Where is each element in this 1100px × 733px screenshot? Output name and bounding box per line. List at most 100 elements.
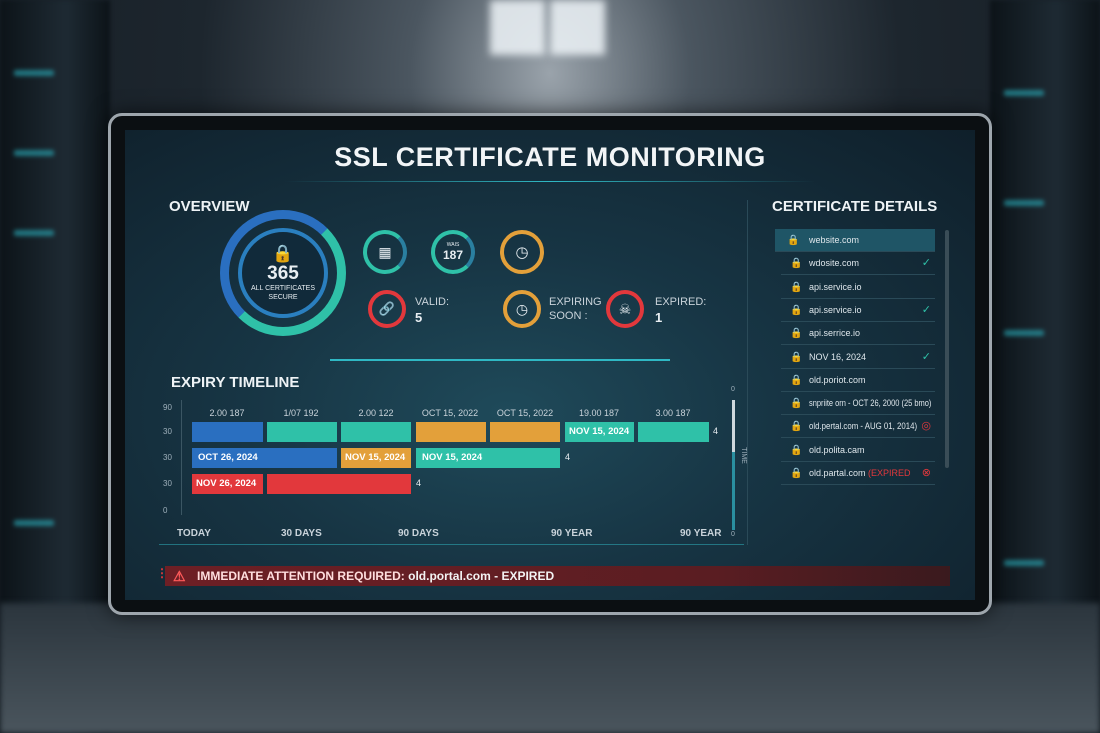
certificate-text: old.partal.com (EXPIRED <box>809 462 911 484</box>
lock-icon: 🔒 <box>272 244 294 263</box>
y-axis <box>181 400 182 515</box>
lock-icon: 🔒 <box>790 328 803 340</box>
certificate-text: NOV 16, 2024 <box>809 346 867 368</box>
timeline-heading: EXPIRY TIMELINE <box>171 374 300 391</box>
certificate-name: old.poriot.com <box>809 374 866 385</box>
bar-label: OCT 26, 2024 <box>198 452 258 463</box>
column-label: 3.00 187 <box>655 408 691 418</box>
certificate-name: snpriite orn - OCT 26, 2000 (25 bmo) <box>809 398 932 409</box>
time-axis-label: TIME <box>739 447 747 464</box>
alert-banner[interactable]: ⚠ IMMEDIATE ATTENTION REQUIRED: old.port… <box>165 566 950 586</box>
x-label: 90 YEAR <box>551 528 593 539</box>
expired-stat-ring: ☠ <box>606 290 644 328</box>
timeline-bar[interactable] <box>267 422 337 442</box>
calendar-stat: ▦ <box>363 230 407 274</box>
y-tick: 0 <box>163 506 168 515</box>
ceiling-light <box>490 0 545 55</box>
clock-icon: ◷ <box>515 300 529 317</box>
row-end-label: 4 <box>416 478 422 488</box>
certificate-name: old.pertal.com - AUG 01, 2014) <box>809 421 918 432</box>
expired-tag: (EXPIRED <box>868 468 911 478</box>
column-label: 19.00 187 <box>578 408 620 418</box>
certificate-row[interactable]: 🔒 wdosite.com ✓ <box>781 252 935 276</box>
badge-stat: WAIS 187 <box>431 230 475 274</box>
check-icon: ✓ <box>921 257 931 270</box>
lock-icon: 🔒 <box>790 398 803 410</box>
lock-icon: 🔒 <box>790 468 803 479</box>
valid-label: VALID: <box>415 296 450 308</box>
details-scrollbar[interactable] <box>945 230 949 468</box>
clock-icon: ◷ <box>515 244 529 261</box>
expiring-label: EXPIRING <box>549 296 602 308</box>
certificate-name: NOV 16, 2024 <box>809 351 867 362</box>
timeline-bar[interactable]: NOV 15, 2024 <box>565 422 634 442</box>
timeline-bar[interactable] <box>638 422 709 442</box>
valid-value: 5 <box>415 310 423 325</box>
certificate-text: website.com <box>809 229 859 251</box>
bar-label: NOV 15, 2024 <box>569 426 630 437</box>
certificate-row[interactable]: 🔒 api.serrice.io <box>781 322 935 346</box>
certificate-row[interactable]: 🔒 api.service.io ✓ <box>781 299 935 322</box>
x-label: 90 DAYS <box>398 528 439 539</box>
certificate-row[interactable]: 🔒 snpriite orn - OCT 26, 2000 (25 bmo) <box>781 392 935 416</box>
floor <box>0 603 1100 733</box>
bar-label: NOV 15, 2024 <box>422 452 483 463</box>
certificate-row[interactable]: 🔒 website.com <box>775 229 935 252</box>
timeline-bar[interactable]: NOV 26, 2024 <box>192 474 263 494</box>
timeline-bar[interactable] <box>192 422 263 442</box>
badge-label: WAIS <box>446 242 460 248</box>
x-label: 90 YEAR <box>680 528 722 539</box>
certificate-text: old.polita.cam <box>809 439 865 461</box>
total-certs-label: ALL CERTIFICATES <box>250 285 316 292</box>
expiring-stat-ring: ◷ <box>503 290 541 328</box>
lock-icon: 🔒 <box>790 281 803 293</box>
certificate-row[interactable]: 🔒 api.service.io <box>781 276 935 299</box>
total-certs-sublabel: SECURE <box>268 294 298 301</box>
certificate-row[interactable]: 🔒 old.partal.com (EXPIRED ⊗ <box>781 462 935 485</box>
row-end-label: 4 <box>565 452 571 462</box>
timeline-bar[interactable]: NOV 15, 2024 <box>416 448 560 468</box>
target-warning-icon: ◎ <box>921 420 931 433</box>
timeline-bar[interactable]: OCT 26, 2024 <box>192 448 337 468</box>
expiring-label-2: SOON : <box>549 310 588 322</box>
certificate-text: api.service.io <box>809 276 862 298</box>
scale-bottom: 0 <box>731 531 735 538</box>
certificate-row[interactable]: 🔒 old.pertal.com - AUG 01, 2014) ◎ <box>781 415 935 439</box>
column-label: 1/07 192 <box>283 408 319 418</box>
x-label: 30 DAYS <box>281 528 322 539</box>
timeline-bar[interactable] <box>490 422 560 442</box>
certificate-name: old.partal.com <box>809 468 866 478</box>
timeline-bar[interactable]: NOV 15, 2024 <box>341 448 411 468</box>
main-gauge: 🔒 365 ALL CERTIFICATES SECURE <box>220 210 346 336</box>
lock-icon: 🔒 <box>787 235 800 246</box>
certificate-text: old.poriot.com <box>809 369 866 391</box>
certificate-row[interactable]: 🔒 old.poriot.com <box>781 369 935 392</box>
timeline-scrollbar[interactable] <box>732 400 735 530</box>
timeline-bar[interactable] <box>416 422 486 442</box>
timeline-bar[interactable] <box>341 422 411 442</box>
certificate-row[interactable]: 🔒 old.polita.cam <box>781 439 935 462</box>
warning-icon: ⚠ <box>173 568 186 584</box>
certificate-name: api.service.io <box>809 281 862 292</box>
scale-top: 0 <box>731 386 735 393</box>
check-icon: ✓ <box>921 303 931 316</box>
certificate-name: api.service.io <box>809 304 862 315</box>
overview-heading: OVERVIEW <box>169 198 250 215</box>
certificate-name: api.serrice.io <box>809 328 861 339</box>
lock-icon: 🔒 <box>790 421 803 433</box>
check-icon: ✓ <box>921 350 931 363</box>
x-label: TODAY <box>177 528 211 539</box>
certificate-text: wdosite.com <box>809 252 860 274</box>
ceiling-light <box>550 0 605 55</box>
y-tick: 30 <box>163 453 172 462</box>
column-label: OCT 15, 2022 <box>421 408 479 418</box>
timeline-bar[interactable] <box>267 474 411 494</box>
bar-label: NOV 15, 2024 <box>345 452 406 463</box>
certificate-row[interactable]: 🔒 NOV 16, 2024 ✓ <box>781 346 935 369</box>
alert-detail: old.portal.com - EXPIRED <box>408 569 555 583</box>
column-label: 2.00 122 <box>358 408 394 418</box>
calendar-icon: ▦ <box>378 243 392 260</box>
skull-icon: ☠ <box>618 300 632 317</box>
certificate-name: wdosite.com <box>809 258 860 269</box>
certificate-name: old.polita.cam <box>809 444 865 455</box>
